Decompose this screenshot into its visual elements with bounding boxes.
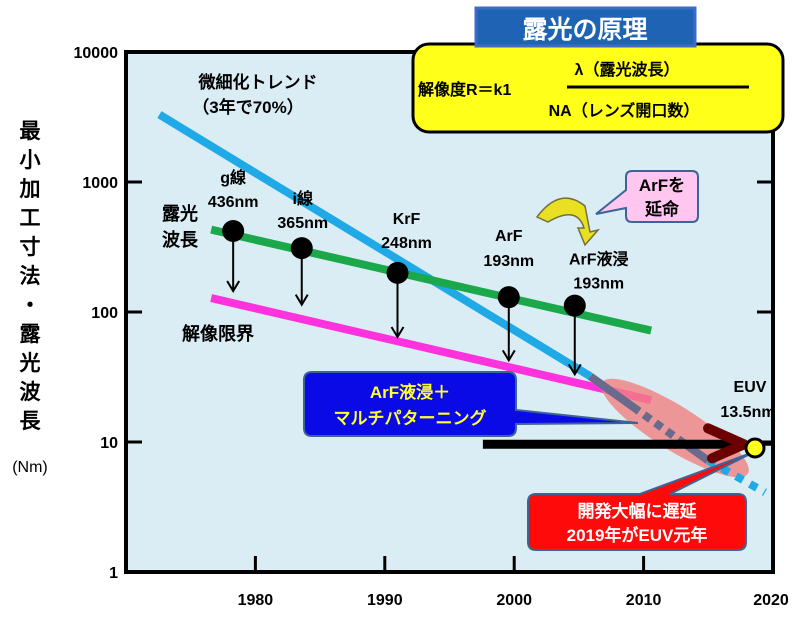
y-tick-label: 10000 xyxy=(74,45,119,62)
light-source-wavelength: 193nm xyxy=(573,276,624,293)
formula-denominator: NA（レンズ開口数） xyxy=(549,101,700,120)
wavelength-arrow-head xyxy=(567,363,582,377)
light-source-point xyxy=(497,286,520,309)
multi-patterning-line2: マルチパターニング xyxy=(334,408,487,428)
series-line xyxy=(157,111,593,380)
y-axis-label-char: 小 xyxy=(20,149,41,172)
y-axis-label-char: 法 xyxy=(20,264,41,288)
y-tick-label: 10 xyxy=(100,435,118,452)
y-axis-label-char: 加 xyxy=(19,178,41,201)
euv-arrow-head xyxy=(703,423,749,464)
light-source-point xyxy=(563,294,586,317)
wavelength-arrow-head xyxy=(226,280,241,293)
extend-arf-callout xyxy=(595,170,699,223)
x-tick-label: 2010 xyxy=(626,592,662,609)
resolution-limit-label: 解像限界 xyxy=(182,323,254,344)
formula-lhs: 解像度R＝k1 xyxy=(418,80,511,99)
euv-point xyxy=(744,437,766,459)
delay-line1: 開発大幅に遅延 xyxy=(578,501,698,521)
light-source-name: i線 xyxy=(293,189,313,208)
delay-line2: 2019年がEUV元年 xyxy=(567,525,708,545)
wavelength-arrow-head xyxy=(294,294,309,307)
light-source-name: KrF xyxy=(393,211,421,228)
y-axis-label-char: 寸 xyxy=(20,235,41,259)
y-axis-label-char: 波 xyxy=(20,380,42,404)
x-tick-label: 1990 xyxy=(367,592,403,609)
y-axis-unit: (Nm) xyxy=(12,459,48,476)
euv-wavelength-label: 13.5nm xyxy=(720,404,775,421)
trend-extension-dotted xyxy=(706,457,767,496)
y-axis-label-char: 長 xyxy=(20,410,42,433)
light-source-wavelength: 193nm xyxy=(483,253,534,270)
wavelength-label-line1: 露光 xyxy=(162,203,198,224)
y-axis-label-char: 工 xyxy=(20,207,41,230)
light-source-name: g線 xyxy=(220,168,246,187)
x-tick-label: 2020 xyxy=(753,592,789,609)
y-tick-labels: 10000 1000 100 10 1 xyxy=(74,45,119,582)
x-tick-labels: 1980 1990 2000 2010 2020 xyxy=(238,592,789,609)
light-sources xyxy=(222,219,586,377)
light-source-wavelength: 248nm xyxy=(381,235,432,252)
light-source-point xyxy=(222,219,245,242)
curved-arrow-icon xyxy=(535,197,601,247)
y-axis-label-char: 光 xyxy=(19,352,41,375)
title-banner xyxy=(474,6,697,48)
y-tick-label: 100 xyxy=(91,305,118,322)
formula-numerator: λ（露光波長） xyxy=(575,60,680,79)
wavelength-arrow-head xyxy=(390,326,405,339)
light-source-wavelength: 365nm xyxy=(277,215,328,232)
x-tick-label: 2000 xyxy=(496,592,532,609)
light-source-point xyxy=(290,237,313,260)
multi-patterning-callout xyxy=(303,371,639,437)
series-line xyxy=(210,294,653,405)
y-axis-label-char: ・ xyxy=(20,294,41,317)
extend-arf-line2: 延命 xyxy=(644,199,680,219)
extend-arf-line1: ArFを xyxy=(639,176,685,195)
wavelength-arrow-head xyxy=(501,349,516,363)
light-source-name: ArF液浸 xyxy=(569,250,629,269)
trend-label-line1: 微細化トレンド xyxy=(198,72,318,92)
trend-label-line2: （3年で70%） xyxy=(192,97,303,117)
y-axis-label-char: 最 xyxy=(20,120,42,143)
chart-title: 露光の原理 xyxy=(522,16,647,44)
wavelength-label-line2: 波長 xyxy=(162,229,199,250)
multi-patterning-highlight xyxy=(601,378,749,478)
y-axis-label-char: 露 xyxy=(20,323,42,346)
light-source-wavelength: 436nm xyxy=(208,194,259,211)
y-tick-label: 1 xyxy=(109,565,118,582)
x-tick-label: 1980 xyxy=(238,592,274,609)
multi-patterning-line1: ArF液浸＋ xyxy=(370,382,450,402)
light-source-name: ArF xyxy=(495,228,523,245)
delay-callout xyxy=(527,451,755,551)
light-source-labels: g線 436nm i線 365nm KrF 248nm ArF 193nm ArF液浸 193nm xyxy=(208,168,629,293)
light-source-point xyxy=(386,261,409,284)
axis-ticks xyxy=(126,180,773,572)
y-tick-label: 1000 xyxy=(82,175,118,192)
euv-label: EUV xyxy=(734,379,767,396)
